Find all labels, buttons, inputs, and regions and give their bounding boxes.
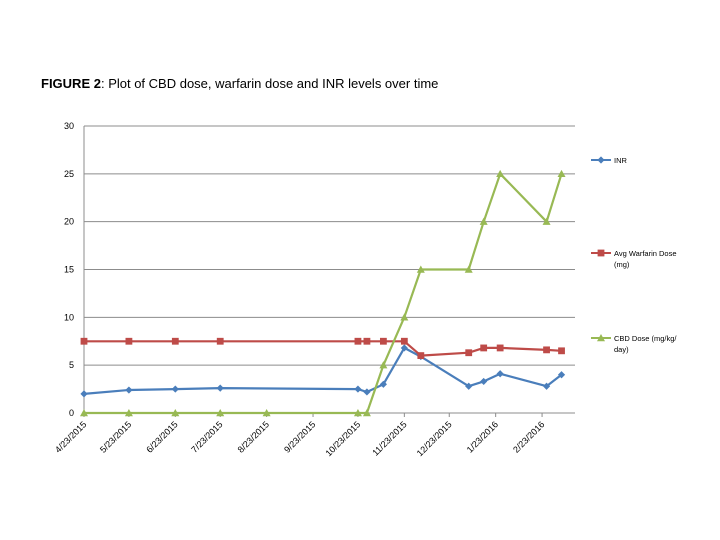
data-point <box>124 409 133 417</box>
data-point <box>543 346 550 354</box>
data-point <box>597 334 605 342</box>
data-point <box>353 409 362 417</box>
data-point <box>597 156 605 164</box>
data-point <box>542 217 551 225</box>
x-tick-labels: 4/23/2015 5/23/2015 6/23/2015 7/23/2015 8/23… <box>53 419 546 458</box>
y-tick-label: 0 <box>69 408 74 418</box>
data-point <box>171 385 179 393</box>
legend-item: Avg Warfarin Dose (mg) <box>591 249 677 269</box>
data-point <box>557 371 566 379</box>
x-tick-label: 5/23/2015 <box>98 419 133 454</box>
x-tick-label: 2/23/2016 <box>511 419 546 454</box>
data-point <box>80 390 88 398</box>
series-2 <box>80 169 566 417</box>
legend-label: Avg Warfarin Dose <box>614 249 677 258</box>
data-point <box>80 337 88 345</box>
data-point <box>400 337 408 345</box>
data-point <box>354 337 362 345</box>
data-point <box>496 370 504 378</box>
x-tick-label: 4/23/2015 <box>53 419 88 454</box>
data-point <box>480 344 488 352</box>
x-tick-label: 7/23/2015 <box>189 419 224 454</box>
data-point <box>379 337 387 345</box>
figure-title: FIGURE 2: Plot of CBD dose, warfarin dos… <box>41 76 438 91</box>
data-point <box>417 352 425 359</box>
data-point <box>125 337 133 345</box>
y-tick-label: 25 <box>64 169 74 179</box>
series-line <box>84 340 562 357</box>
data-point <box>379 380 387 388</box>
data-point <box>363 337 371 345</box>
legend: INR Avg Warfarin Dose (mg) CBD Dose (mg/kg/… <box>591 156 677 354</box>
x-tick-label: 1/23/2016 <box>465 419 500 454</box>
series-0 <box>80 344 566 398</box>
data-point <box>400 344 408 352</box>
x-tick-label: 8/23/2015 <box>236 419 271 454</box>
data-point <box>362 409 371 417</box>
figure-label: FIGURE 2 <box>41 76 101 91</box>
data-point <box>262 409 271 417</box>
series-layer <box>80 169 566 417</box>
series-1 <box>80 337 565 359</box>
legend-label: INR <box>614 156 628 165</box>
x-tick-label: 10/23/2015 <box>323 419 362 458</box>
series-line <box>83 346 563 395</box>
legend-label: day) <box>614 345 629 354</box>
data-point <box>542 382 551 390</box>
y-tick-label: 15 <box>64 265 74 275</box>
x-tick-label: 12/23/2015 <box>415 419 454 458</box>
legend-item: CBD Dose (mg/kg/day) <box>591 334 677 354</box>
figure-caption: : Plot of CBD dose, warfarin dose and IN… <box>100 76 439 91</box>
data-point <box>464 265 473 273</box>
data-point <box>125 386 133 394</box>
y-tick-labels: 0 5 10 15 20 25 30 <box>64 121 74 418</box>
data-point <box>558 347 565 355</box>
data-point <box>465 382 473 390</box>
data-point <box>416 265 425 273</box>
y-tick-label: 20 <box>64 217 74 227</box>
data-point <box>379 361 388 369</box>
legend-label: CBD Dose (mg/kg/ <box>614 334 677 343</box>
data-point <box>597 249 605 257</box>
x-tick-label: 6/23/2015 <box>144 419 179 454</box>
data-point <box>171 337 179 345</box>
x-tick-label: 11/23/2015 <box>370 419 408 457</box>
legend-label: (mg) <box>614 260 630 269</box>
data-point <box>465 349 473 357</box>
data-point <box>480 377 488 386</box>
gridlines <box>84 125 575 366</box>
data-point <box>479 217 488 225</box>
data-point <box>496 169 505 178</box>
data-point <box>557 169 566 178</box>
data-point <box>216 409 225 417</box>
data-point <box>216 384 224 392</box>
data-point <box>216 337 224 345</box>
data-point <box>80 409 88 417</box>
data-point <box>400 313 409 321</box>
data-point <box>354 385 362 393</box>
legend-item: INR <box>591 156 628 165</box>
data-point <box>496 344 504 352</box>
data-point <box>171 409 180 417</box>
y-tick-label: 10 <box>64 312 74 322</box>
x-tick-label: 9/23/2015 <box>282 419 317 454</box>
y-tick-label: 30 <box>64 121 74 131</box>
data-point <box>363 388 371 396</box>
y-tick-label: 5 <box>69 360 74 370</box>
series-line <box>84 172 563 415</box>
